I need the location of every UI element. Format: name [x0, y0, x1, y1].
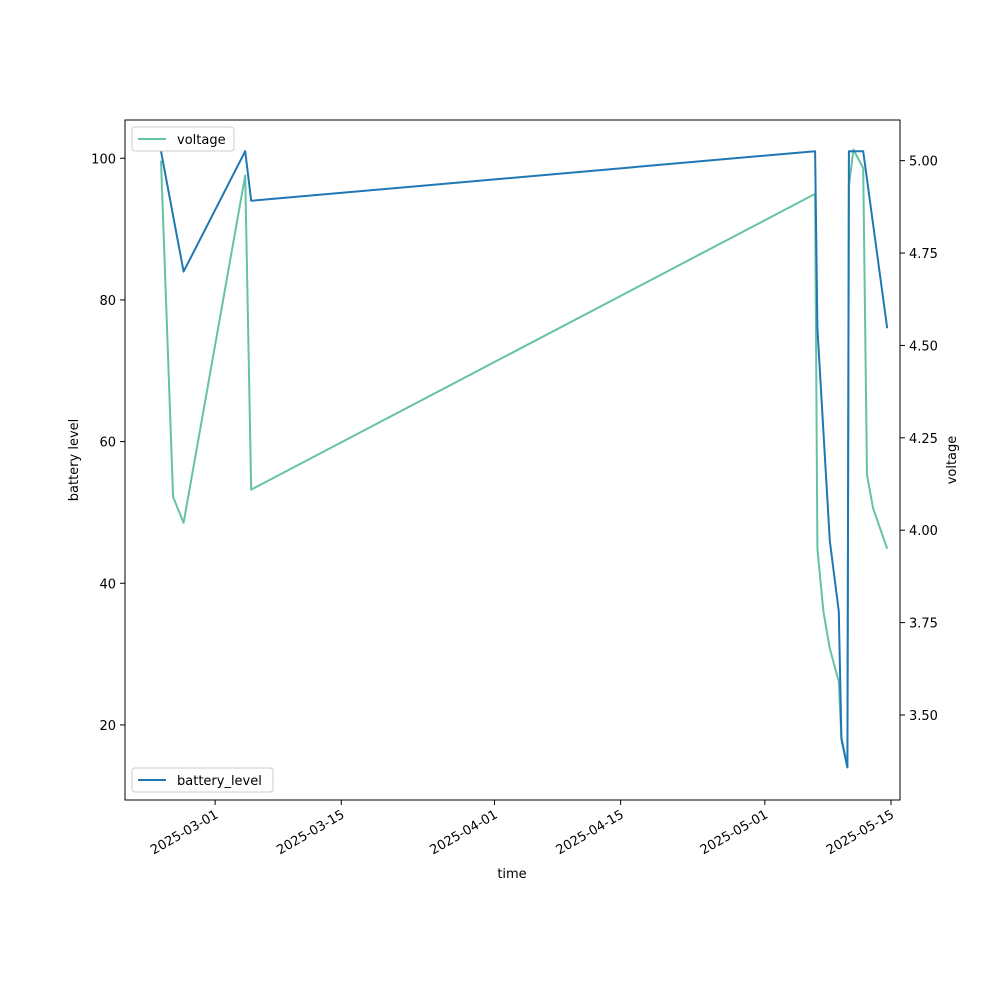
series-line-battery-level — [160, 150, 889, 769]
legend-battery-level-box — [131, 767, 274, 793]
legend-battery-level: battery_level — [131, 767, 274, 793]
right-y-tick-label: 4.50 — [909, 339, 938, 354]
left-y-tick-label: 40 — [99, 577, 116, 592]
right-y-tick-label: 4.25 — [909, 432, 938, 447]
series-layer — [160, 148, 889, 769]
left-y-tick-label: 100 — [91, 152, 116, 167]
left-y-axis-label: battery level — [67, 419, 82, 502]
right-y-axis-label: voltage — [945, 436, 960, 485]
right-y-tick-label: 4.00 — [909, 524, 938, 539]
right-y-tick-label: 4.75 — [909, 247, 938, 262]
left-y-tick-label: 80 — [99, 294, 116, 309]
right-y-tick-label: 3.50 — [909, 709, 938, 724]
series-line-voltage — [160, 148, 889, 768]
left-y-tick-label: 60 — [99, 436, 116, 451]
legend-voltage: voltage — [131, 126, 235, 152]
legend-voltage-label: voltage — [177, 133, 226, 148]
left-y-tick-label: 20 — [99, 719, 116, 734]
legend-voltage-box — [131, 126, 235, 152]
right-y-tick-label: 3.75 — [909, 617, 938, 632]
right-y-tick-label: 5.00 — [909, 155, 938, 170]
left-y-axis-ticks: 20 40 60 80 100 — [91, 152, 125, 734]
right-y-axis-ticks: 3.50 3.75 4.00 4.25 4.50 4.75 5.00 — [900, 155, 938, 724]
plot-area-frame — [124, 119, 901, 801]
legend-battery-level-label: battery_level — [177, 774, 262, 789]
x-axis-label: time — [497, 867, 526, 882]
